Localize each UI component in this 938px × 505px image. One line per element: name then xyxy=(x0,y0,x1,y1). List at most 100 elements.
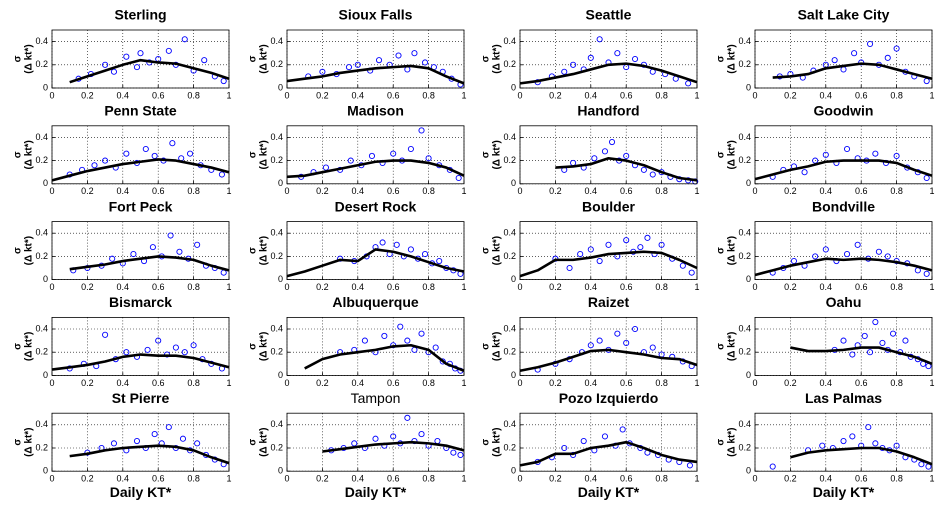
y-tick-label: 0 xyxy=(278,466,283,476)
x-tick-label: 0.8 xyxy=(655,186,668,196)
x-tick-label: 0.6 xyxy=(620,282,633,292)
point xyxy=(769,463,776,470)
x-tick-label: 0.2 xyxy=(81,186,94,196)
y-tick-label: 0 xyxy=(278,82,283,92)
mean-line xyxy=(51,353,230,371)
plot-area xyxy=(287,30,464,88)
point xyxy=(169,140,176,147)
plot-frame xyxy=(519,125,698,185)
point xyxy=(375,57,383,64)
panel-title: Boulder xyxy=(582,198,635,214)
y-tick-label: 0 xyxy=(511,82,516,92)
x-tick-label: 0.8 xyxy=(655,90,668,100)
y-axis-label: (Δ kt*) xyxy=(492,236,503,265)
y-tick-label: 0.2 xyxy=(35,347,48,357)
point xyxy=(165,47,172,54)
point xyxy=(144,346,151,353)
x-tick-label: 0.6 xyxy=(855,282,868,292)
mean-line xyxy=(790,346,933,366)
point xyxy=(390,150,397,157)
x-tick-label: 0.6 xyxy=(387,474,400,484)
point xyxy=(167,232,174,239)
x-tick-label: 0.8 xyxy=(187,474,200,484)
x-tick-label: 0 xyxy=(517,282,522,292)
point xyxy=(884,253,891,260)
point xyxy=(351,440,358,447)
point xyxy=(851,50,858,57)
plot-area xyxy=(287,413,464,472)
point xyxy=(640,166,647,173)
y-tick-label: 0 xyxy=(278,178,283,188)
plot-frame xyxy=(51,316,230,376)
mean-line xyxy=(322,440,465,453)
y-axis-label: (Δ kt*) xyxy=(492,332,503,361)
panel-title: Bismarck xyxy=(109,294,172,310)
x-tick-label: 0.4 xyxy=(820,186,833,196)
plot-frame xyxy=(286,125,465,185)
y-tick-label: 0.4 xyxy=(270,228,283,238)
point xyxy=(614,50,621,57)
point xyxy=(843,145,851,153)
point xyxy=(918,461,925,468)
x-tick-label: 0.4 xyxy=(585,474,598,484)
point xyxy=(102,61,109,68)
panel-title: Salt Lake City xyxy=(798,7,890,23)
point xyxy=(649,344,656,351)
point xyxy=(587,342,594,349)
y-axis-label: (Δ kt*) xyxy=(259,236,270,265)
point xyxy=(407,145,414,153)
x-tick-label: 0.4 xyxy=(820,474,833,484)
y-axis-label: (Δ kt*) xyxy=(259,140,270,169)
mean-line xyxy=(772,62,933,80)
mean-line xyxy=(286,64,465,85)
panel-title: Goodwin xyxy=(814,103,874,119)
panel-title: Las Palmas xyxy=(805,390,882,406)
point xyxy=(102,331,109,338)
x-tick-label: 0.4 xyxy=(352,378,365,388)
x-tick-label: 0.4 xyxy=(117,378,130,388)
x-tick-label: 0.8 xyxy=(655,474,668,484)
plot-area xyxy=(52,413,229,472)
x-tick-label: 0 xyxy=(49,186,54,196)
point xyxy=(596,337,603,344)
x-tick-label: 0.4 xyxy=(352,474,365,484)
point xyxy=(854,241,861,248)
y-tick-label: 0.4 xyxy=(270,36,283,46)
x-tick-label: 0.2 xyxy=(81,90,94,100)
point xyxy=(149,244,156,251)
point xyxy=(619,426,626,433)
x-tick-label: 0.6 xyxy=(387,90,400,100)
y-tick-label: 0 xyxy=(43,466,48,476)
point xyxy=(123,150,130,157)
point xyxy=(142,145,149,153)
y-axis-label: σ xyxy=(716,55,727,62)
x-tick-label: 1 xyxy=(694,378,699,388)
x-tick-label: 1 xyxy=(694,186,699,196)
x-tick-label: 0.2 xyxy=(784,186,797,196)
x-tick-label: 0 xyxy=(284,90,289,100)
point xyxy=(861,332,868,340)
point xyxy=(422,251,429,258)
point xyxy=(372,435,379,442)
point xyxy=(822,246,829,253)
point xyxy=(884,54,891,61)
point xyxy=(110,68,117,75)
point xyxy=(133,64,141,71)
point xyxy=(843,251,851,258)
y-tick-label: 0.4 xyxy=(738,132,751,142)
x-tick-label: 0.4 xyxy=(352,282,365,292)
y-axis-label: (Δ kt*) xyxy=(492,427,503,456)
point xyxy=(404,414,411,421)
point xyxy=(890,330,897,337)
y-axis-label: σ xyxy=(481,247,492,254)
point xyxy=(623,339,630,346)
y-axis-label: σ xyxy=(248,439,259,446)
point xyxy=(608,138,616,146)
y-tick-label: 0.2 xyxy=(738,251,751,261)
point xyxy=(637,244,644,251)
point xyxy=(381,332,388,340)
panel-title: St Pierre xyxy=(112,390,170,406)
point xyxy=(404,337,411,344)
x-tick-label: 0.2 xyxy=(316,90,329,100)
